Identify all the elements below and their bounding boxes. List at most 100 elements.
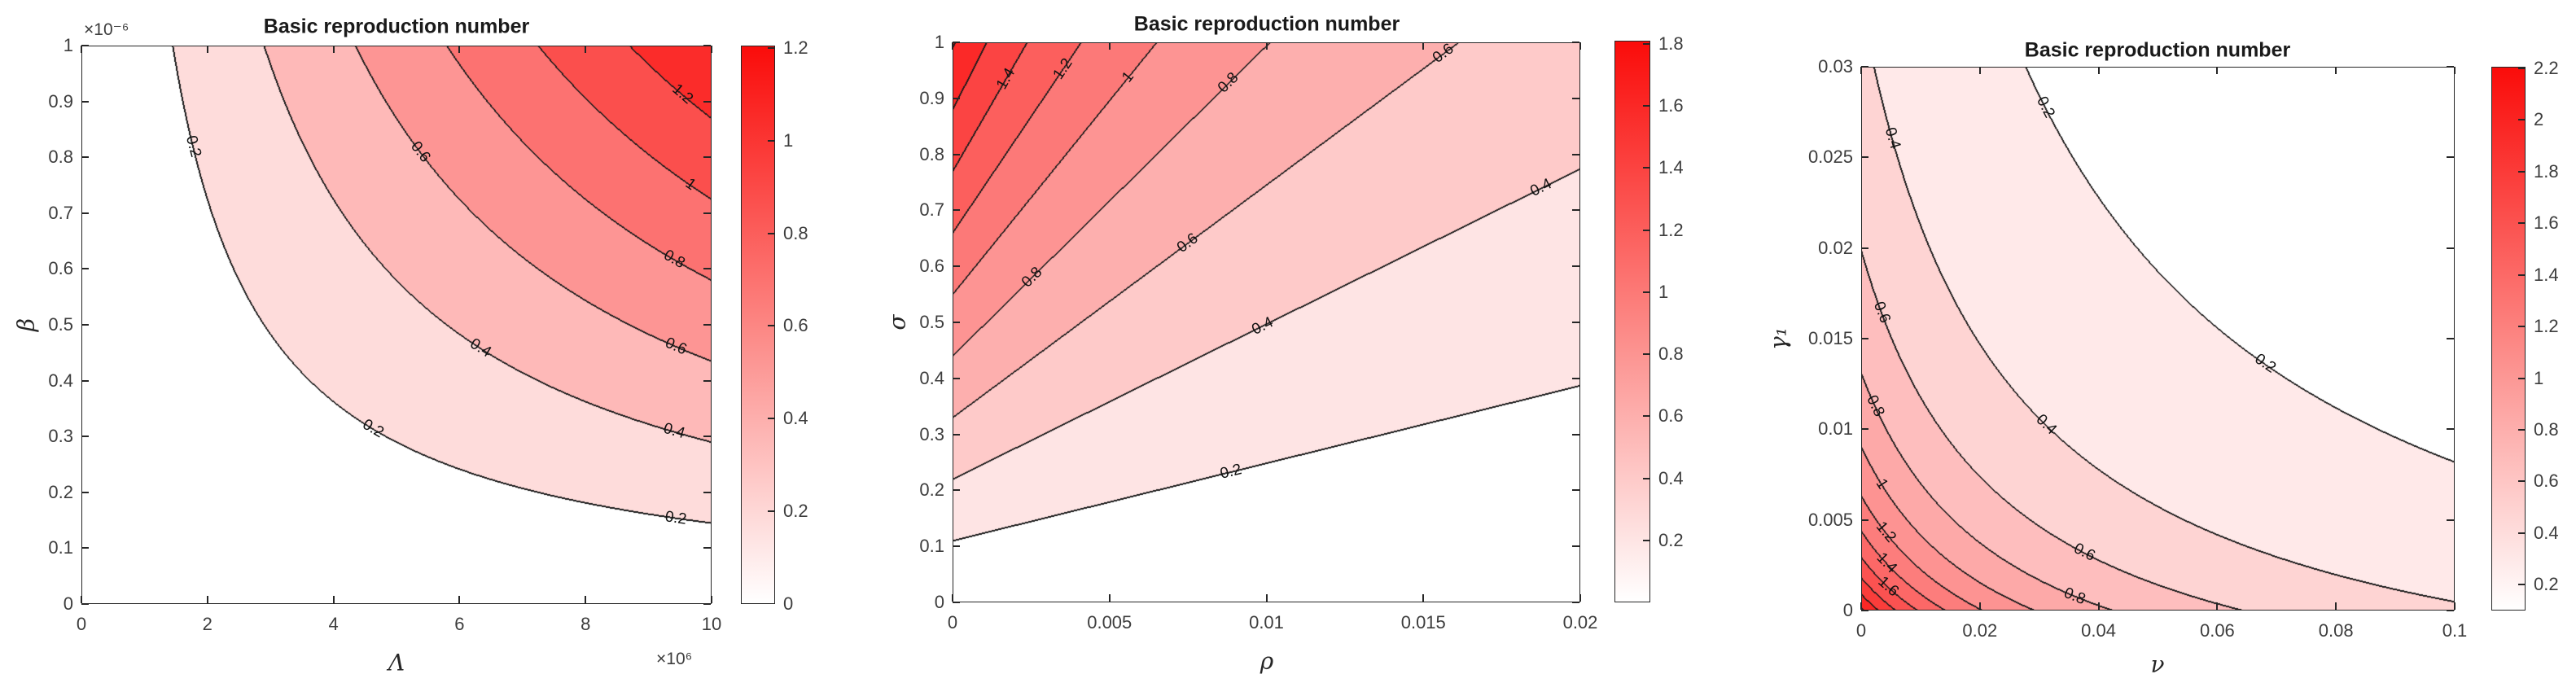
x-tick-label: 2 bbox=[202, 614, 212, 634]
x-tick bbox=[1860, 602, 1862, 610]
y-tick-label: 0.025 bbox=[1807, 147, 1853, 168]
colorbar-tick bbox=[2518, 480, 2525, 483]
x-tick-mirror bbox=[2097, 67, 2100, 74]
y-tick bbox=[81, 212, 89, 214]
y-tick-label: 0.4 bbox=[919, 367, 944, 388]
x-tick-label: 0.04 bbox=[2081, 620, 2117, 641]
colorbar-tick-label: 0 bbox=[783, 593, 794, 614]
x-axis-label: ρ bbox=[1260, 647, 1274, 675]
x-tick-label: 0.005 bbox=[1087, 612, 1132, 633]
x-tick bbox=[332, 596, 335, 603]
colorbar-tick bbox=[768, 418, 774, 420]
x-tick bbox=[711, 596, 712, 603]
x-tick-mirror bbox=[1422, 42, 1425, 50]
x-tick-label: 8 bbox=[580, 614, 591, 634]
y-tick bbox=[953, 433, 960, 436]
x-tick bbox=[2335, 602, 2337, 610]
axes-border bbox=[1861, 67, 2455, 611]
y-tick bbox=[1861, 428, 1868, 431]
y-tick-mirror bbox=[1572, 42, 1579, 43]
y-tick bbox=[953, 602, 960, 603]
colorbar-tick-label: 0.6 bbox=[783, 315, 808, 336]
x-tick-mirror bbox=[81, 46, 82, 53]
axes-border bbox=[81, 46, 712, 604]
y-tick-label: 0.7 bbox=[48, 202, 73, 223]
y-axis-label: γ₁ bbox=[1764, 327, 1792, 350]
y-tick-mirror bbox=[2447, 610, 2454, 611]
y-tick bbox=[81, 268, 89, 270]
y-tick bbox=[953, 97, 960, 99]
x-tick bbox=[1108, 594, 1111, 602]
colorbar-tick bbox=[768, 510, 774, 513]
colorbar-tick-label: 0.2 bbox=[1658, 529, 1684, 550]
x-tick-label: 0 bbox=[947, 612, 958, 633]
colorbar-tick-label: 0.6 bbox=[2534, 471, 2559, 492]
y-tick-label: 0.005 bbox=[1807, 509, 1853, 530]
x-tick-label: 4 bbox=[328, 614, 339, 634]
y-tick-mirror bbox=[703, 436, 711, 438]
colorbar-tick bbox=[2518, 119, 2525, 121]
x-tick-label: 0.02 bbox=[1562, 612, 1598, 633]
plot-title: Basic reproduction number bbox=[1133, 12, 1400, 36]
contour-canvas-1 bbox=[81, 46, 712, 604]
y-tick-label: 1 bbox=[63, 35, 73, 55]
y-tick-mirror bbox=[1572, 209, 1579, 212]
colorbar-tick-label: 0.4 bbox=[2534, 522, 2559, 543]
y-axis-multiplier: ×10⁻⁶ bbox=[84, 20, 129, 39]
y-tick bbox=[81, 436, 89, 438]
y-tick-mirror bbox=[1572, 545, 1579, 548]
x-tick bbox=[1978, 602, 1981, 610]
y-tick bbox=[1861, 610, 1868, 611]
colorbar-tick bbox=[768, 325, 774, 327]
y-tick-mirror bbox=[2447, 519, 2454, 521]
colorbar-tick-label: 0.2 bbox=[2534, 574, 2559, 595]
colorbar-tick-label: 1.8 bbox=[2534, 160, 2559, 182]
colorbar-tick bbox=[1643, 353, 1649, 356]
y-tick-mirror bbox=[1572, 433, 1579, 436]
y-tick-label: 0.6 bbox=[48, 258, 73, 279]
y-tick bbox=[81, 491, 89, 493]
y-tick bbox=[953, 265, 960, 268]
colorbar-tick bbox=[1643, 105, 1649, 107]
colorbar bbox=[1614, 41, 1650, 602]
colorbar-tick-label: 1.4 bbox=[1658, 157, 1684, 178]
colorbar-tick bbox=[1643, 539, 1649, 541]
y-tick-label: 0.3 bbox=[919, 423, 944, 444]
y-tick bbox=[953, 377, 960, 379]
y-tick-mirror bbox=[703, 491, 711, 493]
x-tick-mirror bbox=[952, 42, 953, 50]
colorbar-tick bbox=[1643, 42, 1649, 45]
x-tick bbox=[2216, 602, 2219, 610]
x-tick bbox=[458, 596, 461, 603]
x-tick-mirror bbox=[1265, 42, 1268, 50]
y-tick bbox=[81, 547, 89, 549]
y-tick bbox=[81, 379, 89, 382]
x-tick-mirror bbox=[458, 46, 461, 53]
y-tick-mirror bbox=[2447, 156, 2454, 159]
y-tick bbox=[953, 42, 960, 43]
y-tick-label: 0.4 bbox=[48, 370, 73, 391]
x-tick-label: 0.02 bbox=[1962, 620, 1998, 641]
colorbar-tick-label: 1 bbox=[1658, 281, 1669, 302]
y-tick bbox=[81, 100, 89, 103]
y-tick-label: 0.02 bbox=[1818, 237, 1853, 258]
x-tick bbox=[1579, 594, 1581, 602]
colorbar-tick bbox=[768, 46, 774, 49]
colorbar-tick-label: 1.2 bbox=[2534, 316, 2559, 337]
y-tick-label: 1 bbox=[934, 32, 944, 52]
y-tick-mirror bbox=[703, 212, 711, 214]
y-tick-label: 0.8 bbox=[919, 143, 944, 164]
x-tick bbox=[2454, 602, 2456, 610]
colorbar-tick bbox=[768, 232, 774, 234]
y-tick bbox=[81, 45, 89, 46]
y-tick-mirror bbox=[2447, 247, 2454, 249]
y-tick bbox=[953, 545, 960, 548]
y-tick-mirror bbox=[703, 547, 711, 549]
y-tick bbox=[81, 324, 89, 326]
colorbar-tick-label: 1.2 bbox=[783, 37, 808, 58]
colorbar-tick-label: 1.6 bbox=[1658, 95, 1684, 116]
x-tick-mirror bbox=[1860, 67, 1862, 74]
y-tick-label: 0.7 bbox=[919, 199, 944, 221]
y-tick-mirror bbox=[1572, 265, 1579, 268]
y-tick-label: 0.2 bbox=[48, 481, 73, 502]
